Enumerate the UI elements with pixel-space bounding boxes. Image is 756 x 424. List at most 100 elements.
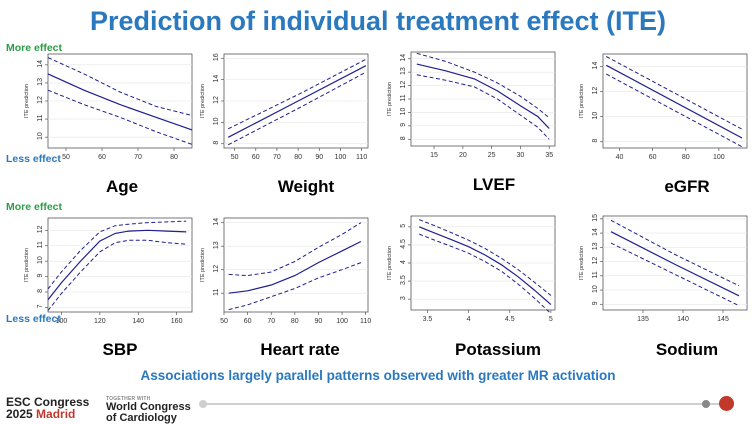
x-tick-label: 80	[682, 154, 690, 161]
ite-estimate-line	[606, 64, 743, 139]
more-effect-label-bottom: More effect	[6, 201, 63, 213]
subtitle: Associations largely parallel patterns o…	[140, 368, 616, 383]
x-tick-label: 4.5	[505, 316, 515, 323]
ci-lower-line	[419, 233, 552, 314]
ci-lower-line	[610, 242, 740, 307]
y-tick-label: 3.5	[400, 275, 407, 285]
x-tick-label: 50	[220, 318, 228, 325]
ite-estimate-line	[47, 73, 193, 131]
x-tick-label: 80	[294, 154, 302, 161]
x-tick-label: 60	[649, 154, 657, 161]
y-tick-label: 9	[400, 123, 407, 127]
caption-sodium: Sodium	[655, 340, 719, 359]
ite-estimate-line	[418, 226, 552, 306]
caption-sbp: SBP	[102, 340, 138, 359]
y-tick-label: 10	[37, 256, 44, 264]
x-tick-label: 3.5	[423, 316, 433, 323]
y-tick-label: 13	[213, 241, 220, 249]
y-tick-label: 4	[400, 260, 407, 264]
ci-upper-line	[416, 52, 550, 119]
ite-estimate-line	[228, 240, 362, 294]
y-tick-label: 7	[37, 304, 44, 308]
y-tick-label: 8	[400, 136, 407, 140]
y-tick-label: 10	[213, 117, 220, 125]
ci-lower-line	[227, 71, 367, 146]
less-effect-label-top: Less effect	[6, 153, 61, 165]
y-axis-label: ITE prediction	[579, 84, 585, 118]
y-tick-label: 10	[400, 107, 407, 115]
y-axis-label: ITE prediction	[200, 84, 206, 118]
x-tick-label: 35	[545, 152, 553, 159]
plot-frame	[47, 217, 193, 313]
y-axis-label: ITE prediction	[387, 246, 393, 280]
progress-track	[200, 403, 730, 405]
chart-potassium: 3 3.5 4 4.5 5 3.5 4 4.5 5 ITE prediction	[383, 210, 561, 328]
esc-year: 2025	[6, 407, 33, 421]
esc-congress-logo: ESC Congress 2025 Madrid	[6, 396, 89, 420]
x-tick-label: 100	[713, 154, 725, 161]
x-tick-label: 60	[244, 318, 252, 325]
y-tick-label: 9	[592, 301, 599, 305]
ci-upper-line	[419, 219, 552, 296]
y-tick-label: 12	[400, 81, 407, 89]
x-tick-label: 140	[132, 318, 144, 325]
plot-frame	[223, 217, 369, 313]
ci-upper-line	[47, 57, 193, 116]
y-tick-label: 8	[37, 289, 44, 293]
x-tick-label: 135	[637, 316, 649, 323]
y-tick-label: 8	[213, 141, 220, 145]
chart-svg: 8 9 10 11 12 13 14 15 20 25 30 35 ITE prediction	[387, 51, 556, 159]
caption-lvef: LVEF	[472, 175, 516, 194]
less-effect-label-bottom: Less effect	[6, 313, 61, 325]
y-tick-label: 14	[213, 75, 220, 83]
ite-estimate-line	[47, 229, 187, 301]
caption-weight: Weight	[277, 177, 335, 196]
y-tick-label: 14	[400, 54, 407, 62]
caption-age: Age	[105, 177, 139, 196]
chart-svg: 7 8 9 10 11 12 100 120 140 160 ITE prediction	[24, 217, 193, 325]
x-tick-label: 5	[549, 316, 553, 323]
y-tick-label: 14	[37, 60, 44, 68]
x-tick-label: 145	[717, 316, 729, 323]
y-tick-label: 12	[213, 96, 220, 104]
chart-svg: 8 10 12 14 40 60 80 100 ITE prediction	[579, 53, 748, 161]
x-tick-label: 15	[430, 152, 438, 159]
ci-upper-line	[47, 220, 187, 290]
y-tick-label: 10	[592, 285, 599, 293]
x-tick-label: 90	[315, 154, 323, 161]
y-tick-label: 14	[592, 62, 599, 70]
caption-heart-rate: Heart rate	[260, 340, 340, 359]
y-tick-label: 9	[37, 274, 44, 278]
y-tick-label: 13	[37, 78, 44, 86]
y-tick-label: 15	[592, 214, 599, 222]
page-title: Prediction of individual treatment effec…	[89, 6, 667, 36]
x-tick-label: 90	[315, 318, 323, 325]
chart-svg: 11 12 13 14 50 60 70 80 90 100 110 ITE prediction	[200, 217, 371, 325]
x-tick-label: 20	[459, 152, 467, 159]
y-tick-label: 11	[213, 288, 220, 295]
y-tick-label: 11	[592, 271, 599, 278]
wcc-line2: of Cardiology	[106, 412, 177, 424]
x-tick-label: 80	[291, 318, 299, 325]
esc-line1: ESC Congress	[6, 395, 90, 409]
y-tick-label: 13	[400, 67, 407, 75]
x-tick-label: 120	[94, 318, 106, 325]
x-tick-label: 60	[98, 154, 106, 161]
y-tick-label: 14	[592, 228, 599, 236]
ci-lower-line	[228, 262, 362, 311]
y-tick-label: 16	[213, 53, 220, 61]
ite-estimate-line	[227, 65, 367, 138]
progress-start-dot	[199, 400, 207, 408]
caption-potassium: Potassium	[455, 340, 541, 359]
progress-mid-dot	[702, 400, 710, 408]
y-tick-label: 12	[592, 87, 599, 95]
chart-heart-rate: 11 12 13 14 50 60 70 80 90 100 110 ITE prediction	[196, 212, 374, 330]
x-tick-label: 25	[488, 152, 496, 159]
y-tick-label: 14	[213, 218, 220, 226]
y-axis-label: ITE prediction	[579, 246, 585, 280]
chart-svg: 9 10 11 12 13 14 15 135 140 145 ITE prediction	[579, 214, 748, 323]
ite-estimate-line	[610, 231, 740, 297]
chart-svg: 8 10 12 14 16 50 60 70 80 90 100 110 ITE prediction	[200, 53, 369, 161]
x-tick-label: 70	[134, 154, 142, 161]
x-tick-label: 50	[231, 154, 239, 161]
